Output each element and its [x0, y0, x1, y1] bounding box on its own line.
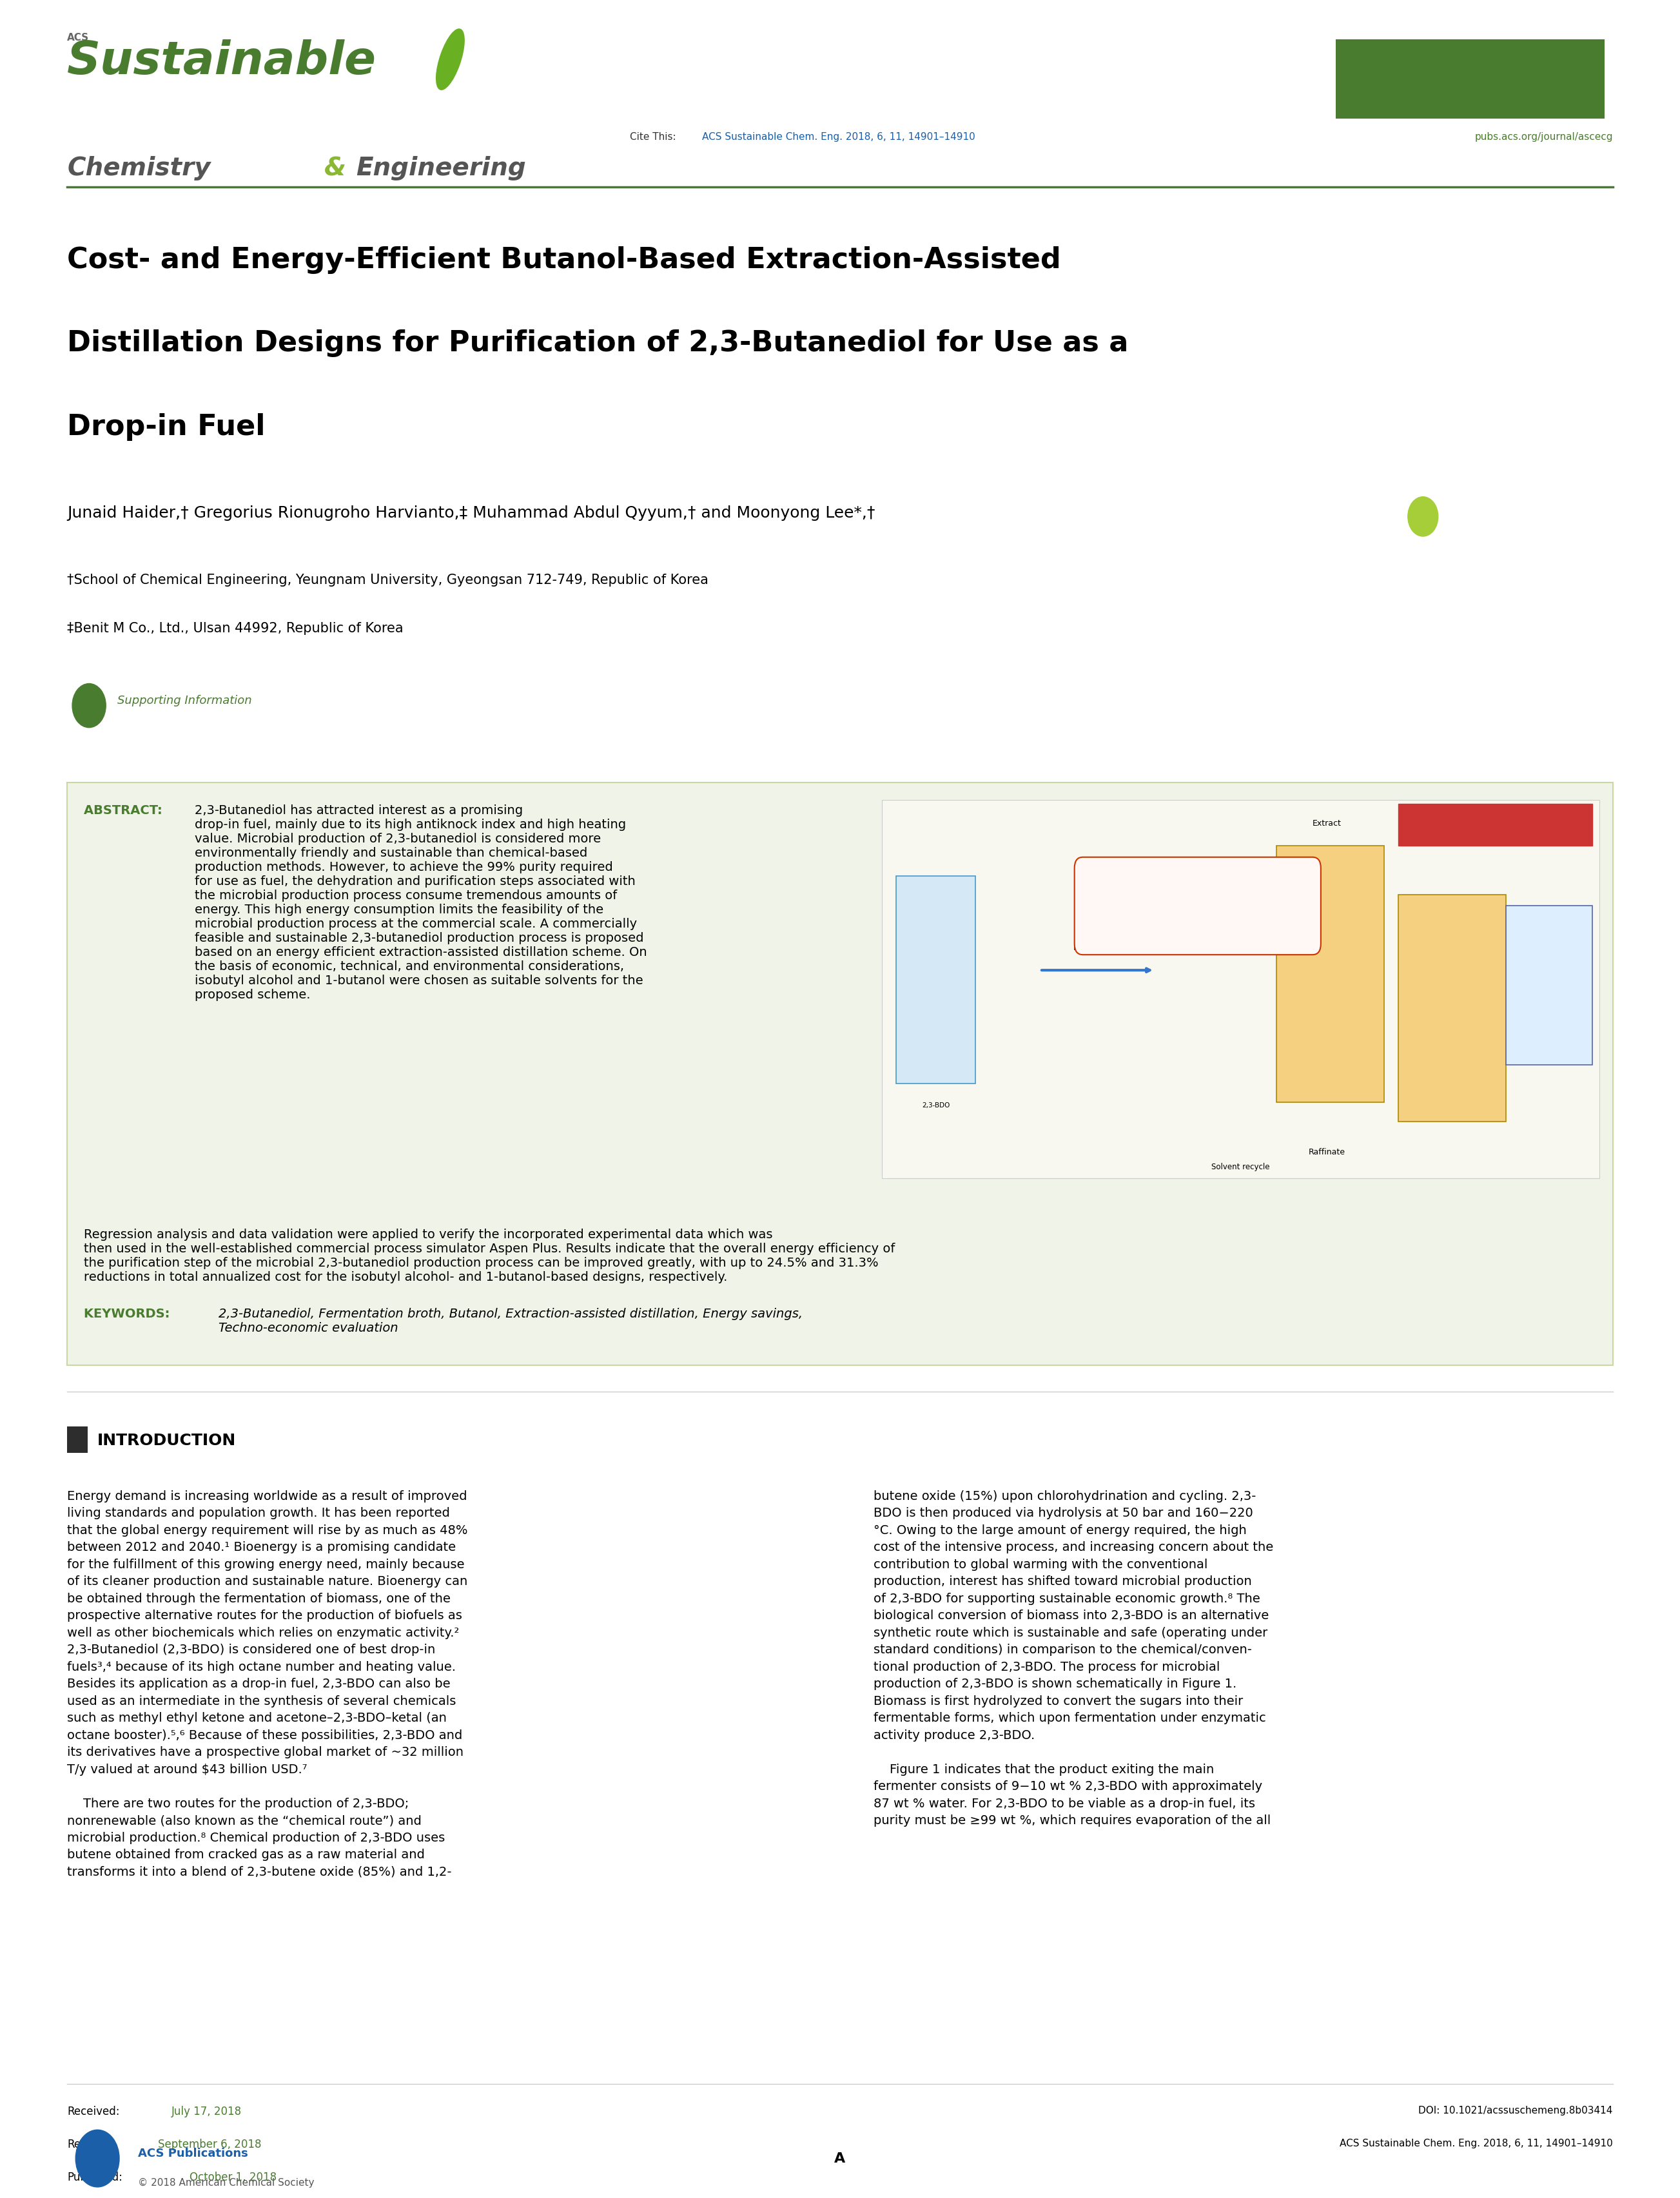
Text: Extract: Extract: [1312, 820, 1341, 826]
Text: Junaid Haider,† Gregorius Rionugroho Harvianto,‡ Muhammad Abdul Qyyum,† and Moon: Junaid Haider,† Gregorius Rionugroho Har…: [67, 506, 875, 521]
Bar: [882, 800, 1599, 1178]
Text: ACS: ACS: [67, 33, 89, 42]
Text: ‡Benit M Co., Ltd., Ulsan 44992, Republic of Korea: ‡Benit M Co., Ltd., Ulsan 44992, Republi…: [67, 622, 403, 635]
Text: Supporting Information: Supporting Information: [118, 695, 252, 706]
Text: KEYWORDS:: KEYWORDS:: [84, 1308, 175, 1321]
Text: Revised:: Revised:: [67, 2139, 113, 2150]
Text: pubs.acs.org/journal/ascecg: pubs.acs.org/journal/ascecg: [1475, 132, 1613, 141]
Text: Received:: Received:: [67, 2106, 119, 2117]
Text: Distillation Designs for Purification of 2,3-Butanediol for Use as a: Distillation Designs for Purification of…: [67, 330, 1129, 358]
Text: Cite This:: Cite This:: [630, 132, 679, 141]
Circle shape: [72, 684, 106, 728]
Text: Sustainable: Sustainable: [67, 40, 376, 84]
Text: Regression analysis and data validation were applied to verify the incorporated : Regression analysis and data validation …: [84, 1229, 895, 1284]
Text: 2,3-Butanediol, Fermentation broth, Butanol, Extraction-assisted distillation, E: 2,3-Butanediol, Fermentation broth, Buta…: [218, 1308, 803, 1334]
Text: September 6, 2018: September 6, 2018: [158, 2139, 262, 2150]
Text: &: &: [324, 156, 346, 180]
Text: ABSTRACT:: ABSTRACT:: [84, 804, 166, 818]
Text: †School of Chemical Engineering, Yeungnam University, Gyeongsan 712-749, Republi: †School of Chemical Engineering, Yeungna…: [67, 574, 709, 587]
Text: butene oxide (15%) upon chlorohydrination and cycling. 2,3-
BDO is then produced: butene oxide (15%) upon chlorohydrinatio…: [874, 1490, 1273, 1827]
Text: ACS Publications: ACS Publications: [138, 2147, 249, 2158]
Text: Raffinate: Raffinate: [1309, 1147, 1346, 1156]
Text: DC-2: DC-2: [1443, 1004, 1462, 1011]
Text: 2,3−BDO: 2,3−BDO: [1480, 822, 1510, 829]
Text: DC-1: DC-1: [1322, 972, 1339, 978]
Text: Research Article: Research Article: [1423, 73, 1517, 86]
Text: © 2018 American Chemical Society: © 2018 American Chemical Society: [138, 2178, 314, 2187]
Text: 31.3%: 31.3%: [1181, 919, 1215, 928]
Text: July 17, 2018: July 17, 2018: [171, 2106, 242, 2117]
Text: 2,3-Butanediol has attracted interest as a promising
drop-in fuel, mainly due to: 2,3-Butanediol has attracted interest as…: [195, 804, 647, 1000]
Bar: [1336, 40, 1604, 119]
Text: Drop-in Fuel: Drop-in Fuel: [67, 413, 265, 442]
Text: A: A: [835, 2152, 845, 2165]
Circle shape: [1408, 497, 1438, 536]
Text: October 1, 2018: October 1, 2018: [190, 2172, 277, 2183]
FancyBboxPatch shape: [1075, 857, 1320, 954]
Text: INTRODUCTION: INTRODUCTION: [97, 1433, 237, 1448]
Text: 2,3-BDO: 2,3-BDO: [922, 1103, 949, 1110]
Circle shape: [76, 2130, 119, 2187]
Bar: [67, 782, 1613, 1365]
Text: Published:: Published:: [67, 2172, 123, 2183]
Text: Feed: Feed: [1074, 943, 1092, 952]
Text: Energy demand is increasing worldwide as a result of improved
living standards a: Energy demand is increasing worldwide as…: [67, 1490, 467, 1879]
Text: iD: iD: [1420, 514, 1426, 519]
Bar: [67, 1427, 87, 1453]
Text: ACS Sustainable Chem. Eng. 2018, 6, 11, 14901–14910: ACS Sustainable Chem. Eng. 2018, 6, 11, …: [702, 132, 976, 141]
Text: DOI: 10.1021/acssuschemeng.8b03414: DOI: 10.1021/acssuschemeng.8b03414: [1418, 2106, 1613, 2114]
Bar: [1505, 906, 1593, 1064]
Text: S: S: [86, 701, 92, 710]
Text: BDO-C: BDO-C: [924, 978, 948, 985]
Bar: [1277, 846, 1384, 1103]
Text: Cost- and Energy-Efficient Butanol-Based Extraction-Assisted: Cost- and Energy-Efficient Butanol-Based…: [67, 246, 1062, 275]
Bar: [897, 875, 976, 1084]
Text: Decanter: Decanter: [1534, 983, 1564, 989]
Text: Solvent recycle: Solvent recycle: [1211, 1163, 1270, 1172]
Text: Engineering: Engineering: [356, 156, 526, 180]
Text: TAC savings: TAC savings: [1173, 886, 1223, 895]
Text: ACS Sustainable Chem. Eng. 2018, 6, 11, 14901–14910: ACS Sustainable Chem. Eng. 2018, 6, 11, …: [1339, 2139, 1613, 2147]
Text: ACS: ACS: [91, 2156, 104, 2161]
Ellipse shape: [437, 29, 464, 90]
Bar: [1398, 804, 1593, 846]
Text: Chemistry: Chemistry: [67, 156, 210, 180]
Bar: [1398, 895, 1505, 1121]
